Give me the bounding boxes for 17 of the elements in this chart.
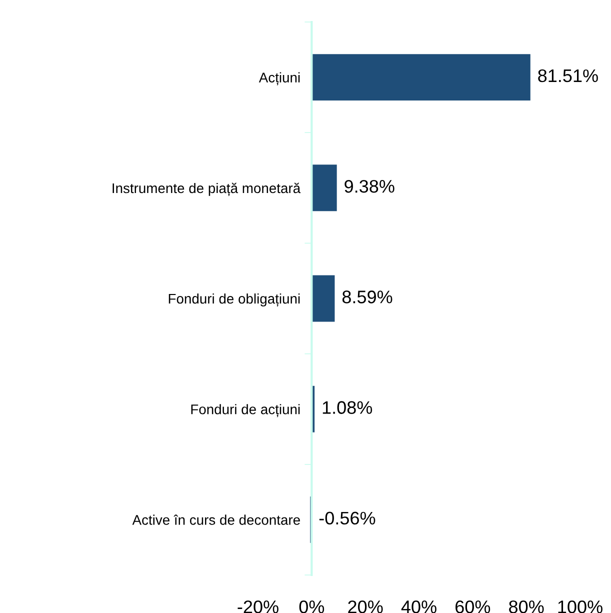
y-tick-label: Active în curs de decontare [132, 514, 300, 525]
y-tick-label: Acțiuni [258, 72, 300, 86]
x-tick-label: 20% [348, 600, 383, 613]
data-label: 81.51% [538, 69, 598, 82]
y-tick-label: Fonduri de acțiuni [191, 404, 300, 418]
data-label: -0.56% [319, 512, 376, 525]
x-tick-label: 0% [299, 600, 324, 613]
data-label: 1.08% [322, 401, 372, 414]
x-tick-label: 100% [558, 600, 602, 613]
y-tick-label: Fonduri de obligațiuni [168, 293, 300, 306]
x-tick-label: 40% [401, 600, 436, 613]
x-tick-label: -20% [238, 600, 278, 613]
x-tick-label: 60% [456, 600, 490, 613]
data-label: 8.59% [342, 290, 392, 304]
data-label: 9.38% [344, 180, 394, 193]
x-tick-label: 80% [509, 600, 544, 613]
y-tick-label: Instrumente de piață monetară [112, 182, 301, 196]
